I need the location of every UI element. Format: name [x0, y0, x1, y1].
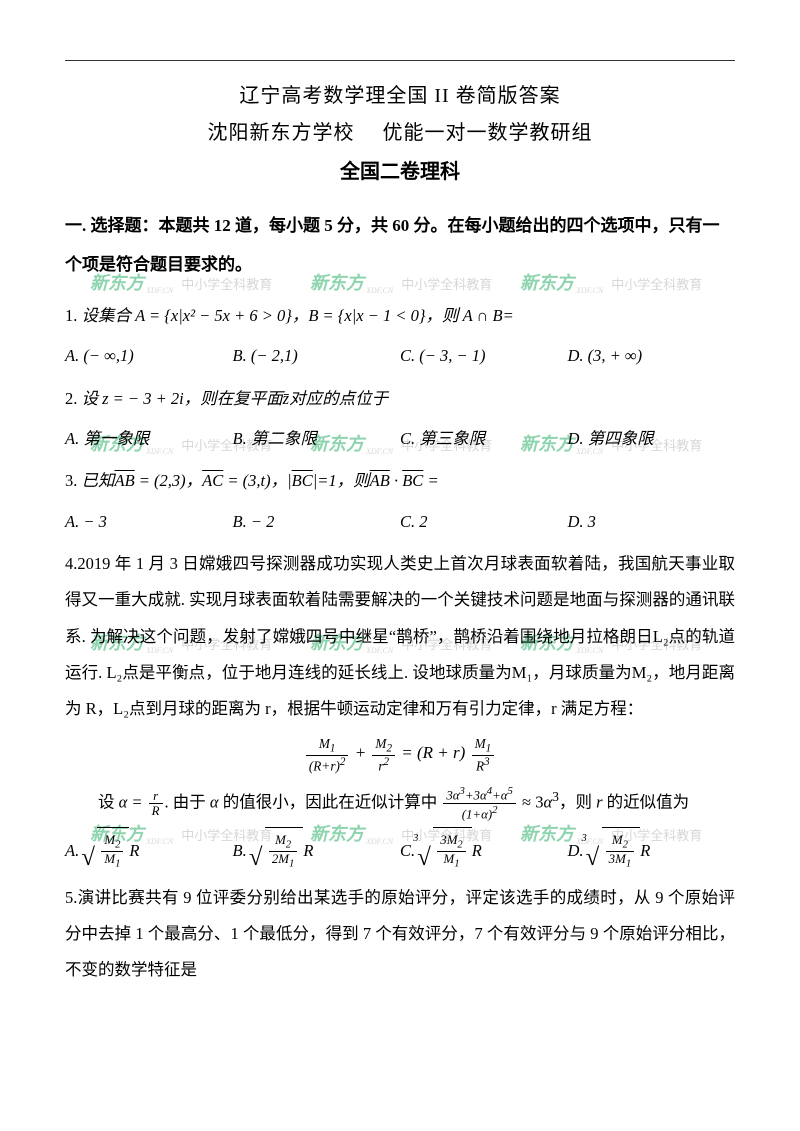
q4-opt-c: C. 33M2M1R — [400, 827, 568, 874]
q1-opt-c: C. (− 3, − 1) — [400, 338, 568, 374]
top-rule — [65, 60, 735, 61]
q1-options: A. (− ∞,1) B. (− 2,1) C. (− 3, − 1) D. (… — [65, 338, 735, 374]
doc-title: 辽宁高考数学理全国 II 卷简版答案 — [65, 79, 735, 108]
q4-stem: 4.2019 年 1 月 3 日嫦娥四号探测器成功实现人类史上首次月球表面软着陆… — [65, 546, 735, 727]
page-content: 辽宁高考数学理全国 II 卷简版答案 沈阳新东方学校 优能一对一数学教研组 全国… — [0, 0, 800, 1033]
q3-options: A. − 3 B. − 2 C. 2 D. 3 — [65, 504, 735, 540]
q5-stem: 5.演讲比赛共有 9 位评委分别给出某选手的原始评分，评定该选手的成绩时，从 9… — [65, 880, 735, 989]
q2-num: 2. — [65, 389, 77, 408]
q3-text: 已知AB = (2,3)，AC = (3,t)，|BC|=1，则AB · BC … — [82, 471, 439, 490]
q4-followup: 设 α = rR. 由于 α 的值很小，因此在近似计算中 3α3+3α4+α5(… — [65, 782, 735, 822]
q4-opt-a: A. M2M1R — [65, 827, 233, 874]
section-heading: 全国二卷理科 — [65, 155, 735, 184]
doc-subtitle: 沈阳新东方学校 优能一对一数学教研组 — [65, 116, 735, 145]
subtitle-school: 沈阳新东方学校 — [208, 122, 355, 144]
q4-formula: M1(R+r)2 + M2r2 = (R + r) M1R3 — [65, 733, 735, 774]
q5-text: 演讲比赛共有 9 位评委分别给出某选手的原始评分，评定该选手的成绩时，从 9 个… — [65, 888, 735, 980]
q2-options: A. 第一象限 B. 第二象限 C. 第三象限 D. 第四象限 — [65, 421, 735, 457]
q2-text: 设 z = − 3 + 2i，则在复平面z̄对应的点位于 — [82, 389, 389, 408]
q4-opt-b: B. M22M1R — [233, 827, 401, 874]
q1-text: 设集合 A = {x|x² − 5x + 6 > 0}，B = {x|x − 1… — [82, 306, 514, 325]
q1-opt-d: D. (3, + ∞) — [568, 338, 736, 374]
q4-num: 4. — [65, 554, 77, 573]
q3-opt-b: B. − 2 — [233, 504, 401, 540]
q2-stem: 2. 设 z = − 3 + 2i，则在复平面z̄对应的点位于 — [65, 381, 735, 417]
instructions: 一. 选择题：本题共 12 道，每小题 5 分，共 60 分。在每小题给出的四个… — [65, 206, 735, 284]
q3-opt-c: C. 2 — [400, 504, 568, 540]
q1-opt-a: A. (− ∞,1) — [65, 338, 233, 374]
q3-stem: 3. 已知AB = (2,3)，AC = (3,t)，|BC|=1，则AB · … — [65, 463, 735, 499]
q4-text: 2019 年 1 月 3 日嫦娥四号探测器成功实现人类史上首次月球表面软着陆，我… — [65, 554, 735, 718]
q2-opt-d: D. 第四象限 — [568, 421, 736, 457]
q1-stem: 1. 设集合 A = {x|x² − 5x + 6 > 0}，B = {x|x … — [65, 298, 735, 334]
q2-opt-a: A. 第一象限 — [65, 421, 233, 457]
q3-opt-a: A. − 3 — [65, 504, 233, 540]
q5-num: 5. — [65, 888, 77, 907]
q2-opt-c: C. 第三象限 — [400, 421, 568, 457]
q1-num: 1. — [65, 306, 77, 325]
q4-options: A. M2M1R B. M22M1R C. 33M2M1R D. 3M23M1R — [65, 827, 735, 874]
q3-opt-d: D. 3 — [568, 504, 736, 540]
q4-opt-d: D. 3M23M1R — [568, 827, 736, 874]
subtitle-group: 优能一对一数学教研组 — [383, 122, 593, 144]
q3-num: 3. — [65, 471, 77, 490]
q2-opt-b: B. 第二象限 — [233, 421, 401, 457]
q1-opt-b: B. (− 2,1) — [233, 338, 401, 374]
